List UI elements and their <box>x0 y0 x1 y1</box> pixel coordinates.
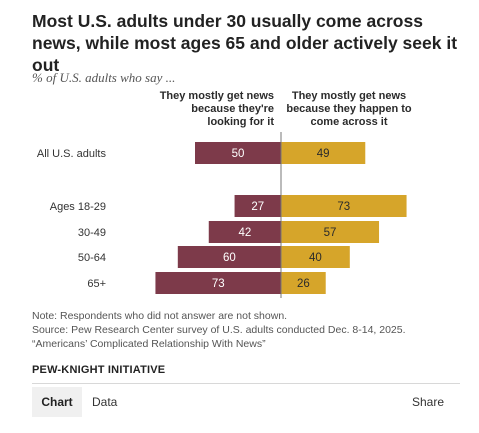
bar-looking <box>234 195 281 217</box>
data-label-looking: 50 <box>232 148 245 160</box>
data-label-come-across: 73 <box>337 201 350 213</box>
bar-come-across <box>281 221 380 243</box>
diverging-bar-chart: 50 49 All U.S. adults 27 73 Ages 18-29 42 57 30-… <box>37 132 407 298</box>
category-label: 65+ <box>87 278 106 290</box>
data-label-looking: 60 <box>223 252 236 264</box>
bar-come-across <box>281 142 366 164</box>
category-label: All U.S. adults <box>37 148 107 160</box>
category-label: 30-49 <box>78 227 106 239</box>
data-label-looking: 27 <box>251 201 264 213</box>
category-label: 50-64 <box>78 252 106 264</box>
bar-looking <box>195 142 281 164</box>
tab-chart[interactable]: Chart <box>32 387 82 417</box>
legend-looking: They mostly get news because they're loo… <box>159 90 274 128</box>
category-label: Ages 18-29 <box>50 201 106 213</box>
data-label-looking: 42 <box>238 227 251 239</box>
share-button[interactable]: Share <box>411 395 444 409</box>
bar-come-across <box>281 195 407 217</box>
tab-data[interactable]: Data <box>92 395 118 409</box>
bar-come-across <box>281 272 326 294</box>
bar-looking <box>208 221 281 243</box>
data-label-come-across: 49 <box>317 148 330 160</box>
chart-title: Most U.S. adults under 30 usually come a… <box>32 11 458 75</box>
legend-come-across: They mostly get news because they happen… <box>286 90 412 128</box>
data-label-come-across: 40 <box>309 252 322 264</box>
bar-looking <box>177 246 281 268</box>
chart-subtitle: % of U.S. adults who say ... <box>32 70 176 85</box>
bar-looking <box>155 272 281 294</box>
source-text: Source: Pew Research Center survey of U.… <box>32 324 406 336</box>
brand-label: PEW-KNIGHT INITIATIVE <box>32 364 166 376</box>
data-label-come-across: 57 <box>324 227 337 239</box>
chart-notes: Note: Respondents who did not answer are… <box>32 309 406 351</box>
data-label-come-across: 26 <box>297 278 310 290</box>
data-label-looking: 73 <box>212 278 225 290</box>
bar-come-across <box>281 246 350 268</box>
divider <box>32 383 460 384</box>
note-text: Note: Respondents who did not answer are… <box>32 310 288 322</box>
chart-tabs: Chart Data Share <box>32 387 460 417</box>
report-title: “Americans’ Complicated Relationship Wit… <box>32 338 266 350</box>
